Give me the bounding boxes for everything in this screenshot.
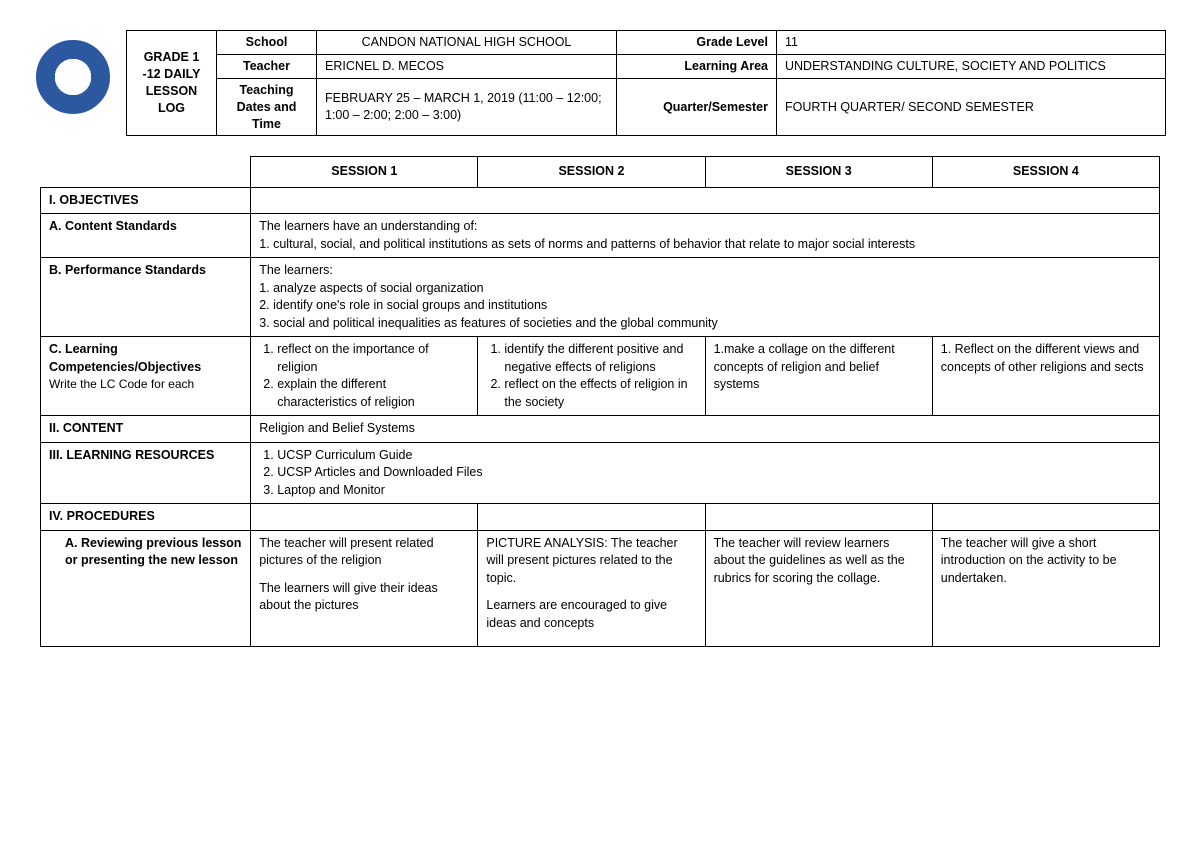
lc-s2-2: reflect on the effects of religion in th…	[504, 376, 696, 411]
lc-label: C. Learning Competencies/Objectives	[49, 342, 201, 374]
proc-blank-4	[932, 504, 1159, 531]
row-resources: III. LEARNING RESOURCES	[41, 442, 251, 504]
procA-s1a: The teacher will present related picture…	[259, 535, 469, 570]
res-2: UCSP Articles and Downloaded Files	[277, 464, 1151, 482]
lc-session2: identify the different positive and nega…	[478, 337, 705, 416]
procA-s1: The teacher will present related picture…	[251, 530, 478, 647]
procA-s2: PICTURE ANALYSIS: The teacher will prese…	[478, 530, 705, 647]
row-content: II. CONTENT	[41, 416, 251, 443]
blank-cell	[41, 157, 251, 188]
proc-blank-3	[705, 504, 932, 531]
doc-title: GRADE 1 -12 DAILY LESSON LOG	[127, 31, 217, 136]
procA-s3: The teacher will review learners about t…	[705, 530, 932, 647]
lc-s1-2: explain the different characteristics of…	[277, 376, 469, 411]
header-table: GRADE 1 -12 DAILY LESSON LOG School CAND…	[126, 30, 1166, 136]
res-3: Laptop and Monitor	[277, 482, 1151, 500]
label-school: School	[217, 31, 317, 55]
value-school: CANDON NATIONAL HIGH SCHOOL	[317, 31, 617, 55]
col-session-4: SESSION 4	[932, 157, 1159, 188]
cell-content-standards: The learners have an understanding of: 1…	[251, 214, 1160, 258]
procA-s2a: PICTURE ANALYSIS: The teacher will prese…	[486, 535, 696, 588]
label-grade-level: Grade Level	[617, 31, 777, 55]
proc-blank-2	[478, 504, 705, 531]
cell-performance-standards: The learners: 1. analyze aspects of soci…	[251, 258, 1160, 337]
value-dates: FEBRUARY 25 – MARCH 1, 2019 (11:00 – 12:…	[317, 78, 617, 136]
label-teacher: Teacher	[217, 54, 317, 78]
row-procedures: IV. PROCEDURES	[41, 504, 251, 531]
lc-session4: 1. Reflect on the different views and co…	[932, 337, 1159, 416]
row-objectives: I. OBJECTIVES	[41, 187, 251, 214]
header-block: GRADE 1 -12 DAILY LESSON LOG School CAND…	[30, 30, 1180, 136]
row-content-standards: A. Content Standards	[41, 214, 251, 258]
value-quarter: FOURTH QUARTER/ SECOND SEMESTER	[777, 78, 1166, 136]
label-quarter: Quarter/Semester	[617, 78, 777, 136]
label-dates: Teaching Dates and Time	[217, 78, 317, 136]
value-grade-level: 11	[777, 31, 1166, 55]
procA-s1b: The learners will give their ideas about…	[259, 580, 469, 615]
value-learning-area: UNDERSTANDING CULTURE, SOCIETY AND POLIT…	[777, 54, 1166, 78]
procA-s2b: Learners are encouraged to give ideas an…	[486, 597, 696, 632]
cell-content: Religion and Belief Systems	[251, 416, 1160, 443]
row-performance-standards: B. Performance Standards	[41, 258, 251, 337]
proc-blank-1	[251, 504, 478, 531]
lc-session1: reflect on the importance of religion ex…	[251, 337, 478, 416]
row-learning-competencies: C. Learning Competencies/Objectives Writ…	[41, 337, 251, 416]
lc-s2-1: identify the different positive and nega…	[504, 341, 696, 376]
procA-s4: The teacher will give a short introducti…	[932, 530, 1159, 647]
cell-objectives	[251, 187, 1160, 214]
col-session-3: SESSION 3	[705, 157, 932, 188]
res-1: UCSP Curriculum Guide	[277, 447, 1151, 465]
lc-session3: 1.make a collage on the different concep…	[705, 337, 932, 416]
value-teacher: ERICNEL D. MECOS	[317, 54, 617, 78]
cell-resources: UCSP Curriculum Guide UCSP Articles and …	[251, 442, 1160, 504]
row-proc-a: A. Reviewing previous lesson or presenti…	[41, 530, 251, 647]
lc-sublabel: Write the LC Code for each	[49, 377, 194, 391]
lc-s1-1: reflect on the importance of religion	[277, 341, 469, 376]
col-session-1: SESSION 1	[251, 157, 478, 188]
deped-seal-icon	[30, 34, 116, 120]
col-session-2: SESSION 2	[478, 157, 705, 188]
label-learning-area: Learning Area	[617, 54, 777, 78]
lesson-table: SESSION 1 SESSION 2 SESSION 3 SESSION 4 …	[40, 156, 1160, 647]
